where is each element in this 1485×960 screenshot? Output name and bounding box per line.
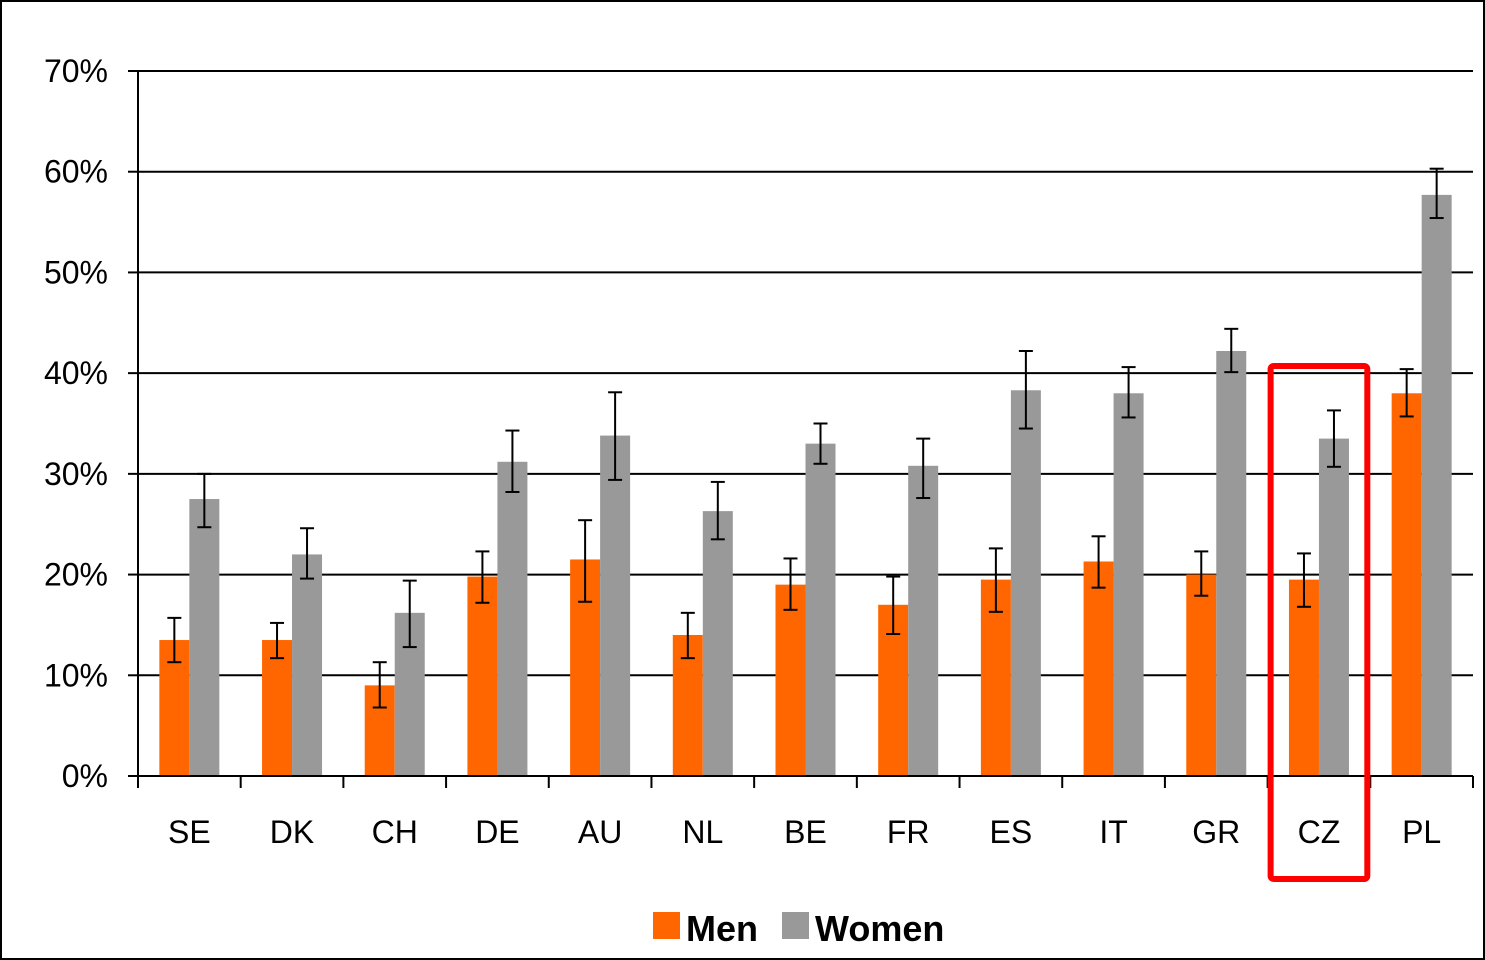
- bar-men: [467, 576, 498, 776]
- bar-women: [292, 554, 323, 776]
- bar-women: [1318, 438, 1349, 776]
- x-tick-label: ES: [990, 814, 1033, 850]
- x-tick-label: DE: [475, 814, 519, 850]
- x-tick-label: NL: [682, 814, 723, 850]
- gridlines: [138, 70, 1473, 677]
- x-tick-label: IT: [1099, 814, 1127, 850]
- y-tick-label: 40%: [44, 355, 108, 391]
- error-bars: [167, 167, 1444, 709]
- bar-men: [1288, 579, 1319, 776]
- bar-women: [702, 511, 733, 776]
- bar-women: [1010, 390, 1041, 776]
- bar-women: [908, 465, 939, 776]
- y-tick-label: 60%: [44, 154, 108, 190]
- x-tick-label: SE: [168, 814, 211, 850]
- y-tick-label: 70%: [44, 53, 108, 89]
- bar-men: [1083, 561, 1114, 776]
- legend-swatch-women: [782, 912, 809, 939]
- bar-men: [775, 584, 806, 776]
- y-tick-label: 20%: [44, 557, 108, 593]
- legend-label-women: Women: [815, 908, 944, 949]
- bar-women: [1113, 393, 1144, 776]
- x-tick-label: BE: [784, 814, 827, 850]
- axes: [128, 70, 1474, 788]
- highlight-box: [1267, 363, 1371, 882]
- bar-men: [1186, 574, 1217, 776]
- tick-labels: 0% 10% 20% 30% 40% 50% 60% 70% SE DK CH DE AU NL BE FR E…: [44, 53, 1441, 850]
- legend-swatch-men: [653, 912, 680, 939]
- y-tick-label: 10%: [44, 657, 108, 693]
- x-tick-label: PL: [1402, 814, 1441, 850]
- bar-women: [1216, 350, 1247, 776]
- bar-women: [497, 461, 528, 776]
- y-tick-label: 0%: [62, 758, 108, 794]
- bar-men: [1391, 393, 1422, 776]
- y-tick-label: 50%: [44, 254, 108, 290]
- x-tick-label: CH: [372, 814, 418, 850]
- x-tick-label: DK: [270, 814, 314, 850]
- x-tick-label: CZ: [1298, 814, 1341, 850]
- bar-women: [600, 435, 631, 776]
- highlight-rect: [1267, 363, 1371, 882]
- bar-men: [262, 640, 293, 776]
- legend: Men Women: [653, 908, 944, 949]
- legend-label-men: Men: [686, 908, 758, 949]
- y-tick-label: 30%: [44, 456, 108, 492]
- x-tick-label: FR: [887, 814, 930, 850]
- x-tick-label: GR: [1192, 814, 1240, 850]
- bar-women: [1421, 194, 1452, 777]
- bar-women: [805, 443, 836, 776]
- x-tick-label: AU: [578, 814, 622, 850]
- bar-women: [189, 499, 220, 776]
- bars: [159, 194, 1452, 777]
